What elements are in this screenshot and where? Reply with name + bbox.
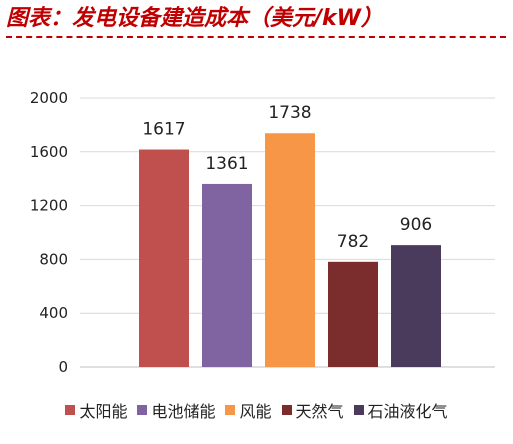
bar-chart: 0 400 800 1200 1600 2000 1617 1361 1738 782 906 bbox=[30, 89, 495, 376]
data-label: 1738 bbox=[268, 103, 311, 123]
bar-5 bbox=[391, 245, 441, 367]
legend-item: 电池储能 bbox=[137, 398, 215, 422]
legend-label: 石油液化气 bbox=[367, 402, 448, 421]
y-tick-label: 1200 bbox=[30, 197, 68, 215]
y-axis: 0 400 800 1200 1600 2000 bbox=[30, 89, 68, 376]
y-tick-label: 800 bbox=[39, 250, 68, 268]
legend-swatch bbox=[281, 405, 292, 415]
y-tick-label: 400 bbox=[39, 304, 68, 322]
chart-title: 图表：发电设备建造成本（美元/kW） bbox=[6, 6, 383, 31]
data-label: 782 bbox=[337, 232, 369, 252]
legend-swatch bbox=[137, 405, 148, 415]
y-tick-label: 2000 bbox=[30, 89, 68, 107]
data-label: 1617 bbox=[142, 120, 185, 140]
y-tick-label: 0 bbox=[58, 358, 68, 376]
legend-item: 天然气 bbox=[281, 398, 344, 422]
legend-swatch bbox=[65, 405, 76, 415]
legend-item: 太阳能 bbox=[65, 398, 127, 422]
data-label: 906 bbox=[400, 215, 432, 235]
legend-label: 天然气 bbox=[295, 402, 344, 421]
legend-label: 风能 bbox=[239, 402, 272, 421]
bars bbox=[139, 133, 441, 367]
legend: 太阳能 电池储能 风能 天然气 石油液化气 bbox=[0, 396, 513, 424]
legend-item: 风能 bbox=[225, 398, 272, 422]
legend-label: 太阳能 bbox=[79, 402, 128, 421]
data-labels: 1617 1361 1738 782 906 bbox=[142, 103, 432, 252]
bar-3 bbox=[265, 133, 315, 367]
bar-1 bbox=[139, 149, 189, 367]
legend-item: 石油液化气 bbox=[353, 398, 448, 422]
data-label: 1361 bbox=[205, 154, 248, 174]
legend-label: 电池储能 bbox=[151, 402, 216, 421]
title-divider bbox=[6, 36, 506, 38]
legend-swatch bbox=[225, 405, 236, 415]
y-tick-label: 1600 bbox=[30, 143, 68, 161]
bar-2 bbox=[202, 183, 252, 367]
legend-swatch bbox=[353, 405, 364, 415]
bar-4 bbox=[328, 261, 378, 367]
